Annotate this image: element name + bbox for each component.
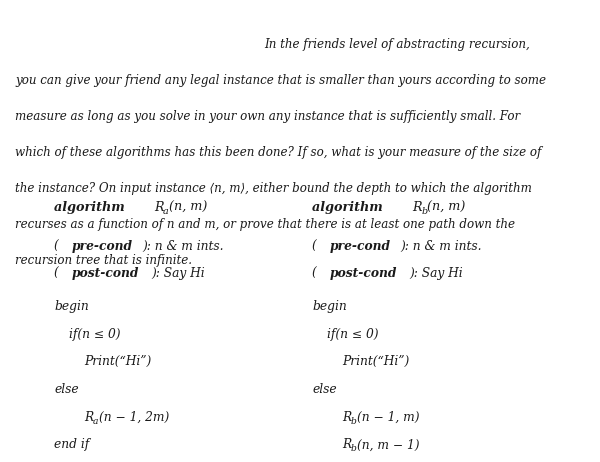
Text: recursion tree that is infinite.: recursion tree that is infinite. [15,254,192,267]
Text: algorithm: algorithm [54,201,129,214]
Text: ): n & m ints.: ): n & m ints. [142,240,224,253]
Text: algorithm: algorithm [312,201,387,214]
Text: R: R [342,411,351,424]
Text: b: b [351,417,357,426]
Text: (n − 1, m): (n − 1, m) [356,411,419,424]
Text: end if: end if [54,438,89,451]
Text: if(n ≤ 0): if(n ≤ 0) [327,328,379,341]
Text: if(n ≤ 0): if(n ≤ 0) [69,328,121,341]
Text: else: else [54,383,79,396]
Text: R: R [154,201,164,214]
Text: ): Say Hi: ): Say Hi [151,267,205,280]
Text: (: ( [312,267,320,280]
Text: the instance? On input instance ⟨n, m⟩, either bound the depth to which the algo: the instance? On input instance ⟨n, m⟩, … [15,182,532,195]
Text: (: ( [54,240,62,253]
Text: Print(“Hi”): Print(“Hi”) [84,355,151,368]
Text: you can give your friend any legal instance that is smaller than yours according: you can give your friend any legal insta… [15,74,546,87]
Text: (n − 1, 2m): (n − 1, 2m) [98,411,169,424]
Text: b: b [421,207,427,216]
Text: pre-cond: pre-cond [329,240,391,253]
Text: recurses as a function of n and m, or prove that there is at least one path down: recurses as a function of n and m, or pr… [15,218,515,231]
Text: (n, m − 1): (n, m − 1) [356,438,419,451]
Text: R: R [84,411,93,424]
Text: Print(“Hi”): Print(“Hi”) [342,355,409,368]
Text: begin: begin [54,300,89,313]
Text: (: ( [54,267,62,280]
Text: In the friends level of abstracting recursion,: In the friends level of abstracting recu… [264,38,530,51]
Text: R: R [342,438,351,451]
Text: a: a [163,207,169,216]
Text: which of these algorithms has this been done? If so, what is your measure of the: which of these algorithms has this been … [15,146,541,159]
Text: (: ( [312,240,320,253]
Text: R: R [412,201,422,214]
Text: b: b [351,444,357,454]
Text: measure as long as you solve in your own any instance that is sufficiently small: measure as long as you solve in your own… [15,110,520,123]
Text: ): n & m ints.: ): n & m ints. [400,240,482,253]
Text: post-cond: post-cond [329,267,397,280]
Text: post-cond: post-cond [71,267,139,280]
Text: (n, m): (n, m) [427,201,466,214]
Text: begin: begin [312,300,347,313]
Text: else: else [312,383,337,396]
Text: a: a [93,417,98,426]
Text: (n, m): (n, m) [169,201,208,214]
Text: pre-cond: pre-cond [71,240,133,253]
Text: ): Say Hi: ): Say Hi [409,267,463,280]
